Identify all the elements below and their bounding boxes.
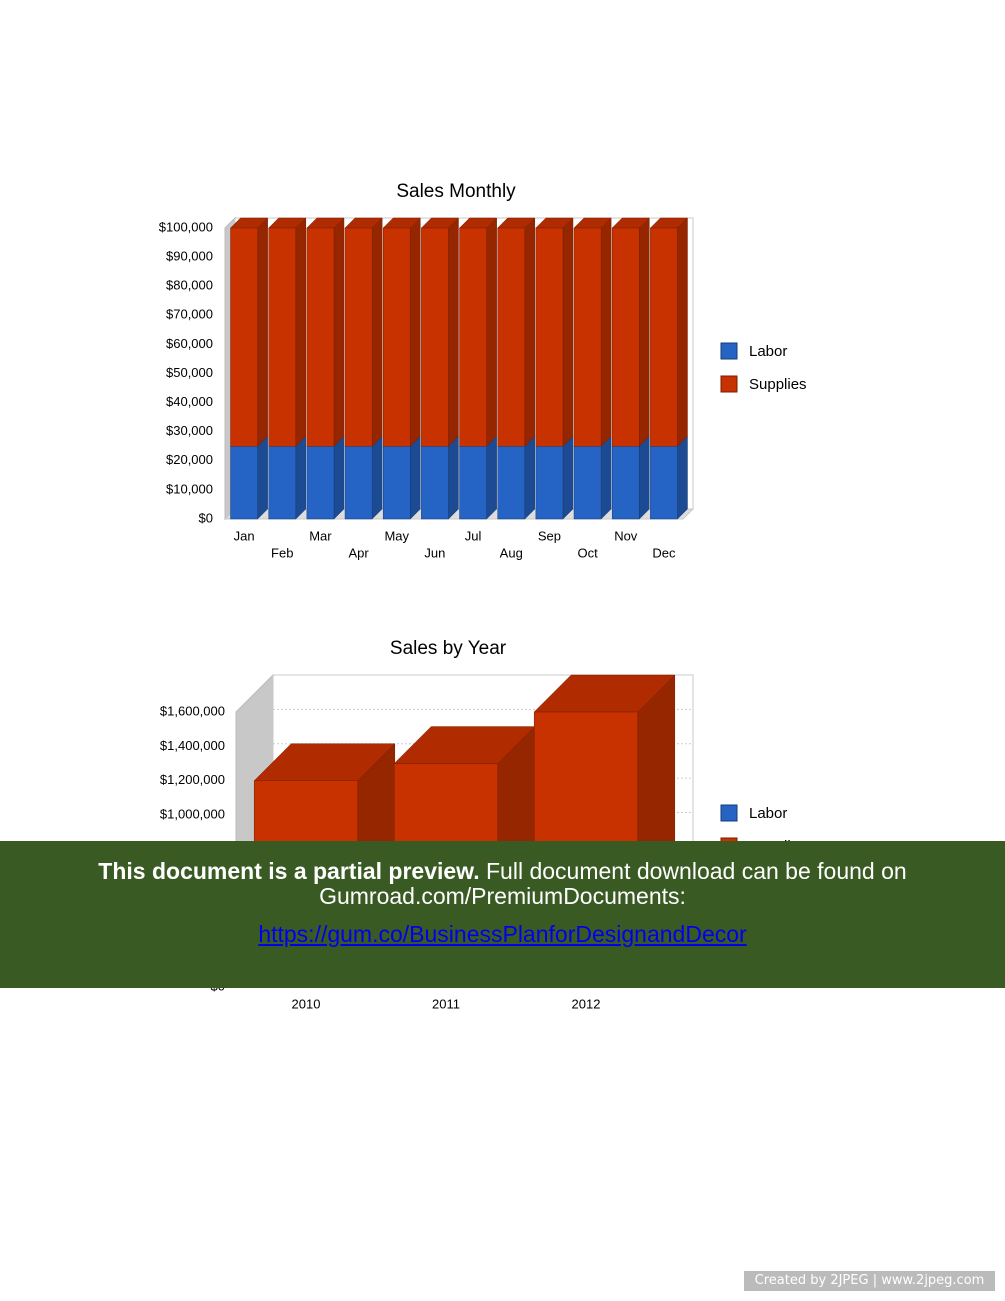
bar (268, 446, 297, 520)
bar-side (677, 217, 688, 447)
y-tick-label: $30,000 (166, 423, 213, 438)
legend-label: Labor (749, 805, 787, 822)
x-tick-label: Oct (577, 545, 598, 560)
bar-side (639, 217, 650, 447)
legend-swatch (720, 375, 738, 393)
y-tick-label: $90,000 (166, 249, 213, 264)
bar (650, 227, 678, 447)
x-tick-label: May (384, 528, 409, 543)
banner-bold: This document is a partial preview. (98, 858, 480, 884)
y-tick-label: $1,000,000 (160, 807, 225, 822)
x-tick-label: Jan (234, 528, 255, 543)
bar (573, 446, 602, 520)
bar (382, 446, 411, 520)
bar (573, 227, 602, 447)
bar-side (562, 217, 574, 447)
x-tick-label: Jun (424, 545, 445, 560)
y-tick-label: $40,000 (166, 394, 213, 409)
bar-side (486, 435, 497, 520)
y-tick-label: $20,000 (166, 452, 213, 467)
bar (421, 227, 449, 447)
y-tick-label: $60,000 (166, 336, 213, 351)
legend-label: Labor (749, 343, 787, 360)
x-tick-label: Jul (465, 528, 482, 543)
x-tick-label: Apr (348, 545, 369, 560)
bar (230, 227, 258, 447)
y-tick-label: $50,000 (166, 365, 213, 380)
bar (344, 446, 373, 520)
bar (268, 227, 297, 447)
bar-side (677, 435, 688, 520)
banner-text: Full document download can be found on (486, 858, 907, 884)
bar (230, 446, 258, 520)
bar-side (371, 217, 383, 447)
bar-side (486, 217, 497, 447)
bar (382, 227, 411, 447)
bar (306, 227, 335, 447)
y-tick-label: $100,000 (159, 219, 213, 234)
x-tick-label: 2012 (572, 996, 601, 1011)
bar-side (371, 435, 383, 520)
bar (535, 227, 564, 447)
legend-swatch (720, 342, 738, 360)
x-tick-label: Sep (538, 528, 561, 543)
x-tick-label: 2010 (292, 996, 321, 1011)
bar-side (448, 435, 459, 520)
bar (459, 227, 487, 447)
bar (535, 446, 564, 520)
bar-side (410, 217, 421, 447)
bar-side (639, 435, 650, 520)
bar-side (295, 435, 307, 520)
y-tick-label: $1,200,000 (160, 772, 225, 787)
footer: Created by 2JPEG | www.2jpeg.com (744, 1271, 995, 1291)
bar-side (448, 217, 459, 447)
bar (497, 446, 526, 520)
x-tick-label: 2011 (432, 996, 460, 1011)
bar-side (257, 435, 268, 520)
chart-title: Sales by Year (390, 638, 507, 659)
y-tick-label: $1,600,000 (160, 703, 225, 718)
bar (611, 227, 640, 447)
x-tick-label: Nov (614, 528, 638, 543)
banner-line: This document is a partial preview. Full… (0, 859, 1005, 884)
bar (459, 446, 487, 520)
preview-banner: This document is a partial preview. Full… (0, 841, 1005, 988)
legend-swatch (720, 804, 738, 822)
bar-side (524, 217, 536, 447)
banner-link[interactable]: https://gum.co/BusinessPlanforDesignandD… (258, 921, 747, 947)
y-tick-label: $70,000 (166, 307, 213, 322)
bar (421, 446, 449, 520)
bar-side (524, 435, 536, 520)
bar-side (257, 217, 268, 447)
x-tick-label: Mar (309, 528, 332, 543)
bar (497, 227, 526, 447)
bar-side (600, 217, 612, 447)
bar (306, 446, 335, 520)
bar-side (333, 435, 345, 520)
x-tick-label: Feb (271, 545, 293, 560)
bar-side (333, 217, 345, 447)
y-tick-label: $0 (199, 510, 213, 525)
y-tick-label: $10,000 (166, 481, 213, 496)
bar-side (295, 217, 307, 447)
x-tick-label: Dec (652, 545, 676, 560)
y-tick-label: $1,400,000 (160, 738, 225, 753)
chart-title: Sales Monthly (396, 181, 516, 202)
y-tick-label: $80,000 (166, 278, 213, 293)
bar (611, 446, 640, 520)
bar-side (562, 435, 574, 520)
legend-label: Supplies (749, 376, 807, 393)
bar (650, 446, 678, 520)
x-tick-label: Aug (500, 545, 523, 560)
bar-side (410, 435, 421, 520)
bar-side (600, 435, 612, 520)
bar (344, 227, 373, 447)
banner-line2: Gumroad.com/PremiumDocuments: (319, 883, 686, 909)
